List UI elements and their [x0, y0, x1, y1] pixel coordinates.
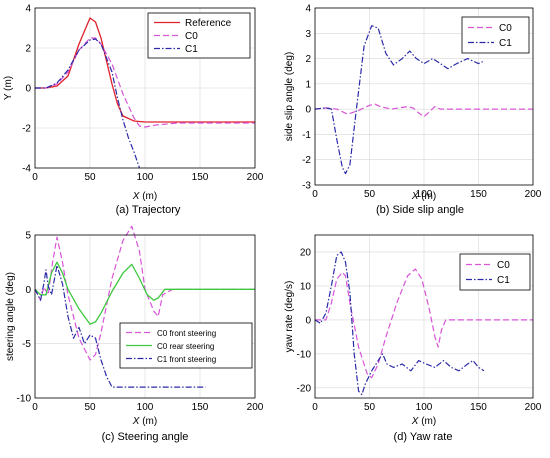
x-tick-label: 150: [192, 172, 209, 183]
x-tick-label: 150: [470, 402, 487, 413]
x-axis-symbol: X: [132, 191, 142, 202]
legend-label: C0: [185, 31, 198, 42]
legend-label: C0: [497, 260, 510, 271]
axes-frame: [314, 234, 534, 399]
y-tick-label: 0: [305, 315, 311, 326]
y-tick-label: -10: [297, 349, 312, 360]
legend-box: [461, 16, 530, 54]
y-tick-label: 0: [25, 84, 31, 95]
axes-frame: [34, 7, 256, 169]
legend-label: C0: [499, 23, 512, 34]
x-tick-label: 100: [416, 189, 433, 200]
series-line-c1: [35, 38, 141, 169]
x-tick-label: 0: [312, 189, 318, 200]
panel-caption: (c) Steering angle: [102, 431, 189, 443]
chart-panel-4: 0 50 100 150 200 -20 -10 0 10 20 X (m) yaw rate (de…: [284, 234, 542, 443]
series-line-c1: [314, 251, 485, 396]
y-tick-label: 2: [25, 44, 31, 55]
x-axis-label: X (m): [411, 416, 436, 427]
y-tick-label: 10: [300, 281, 312, 292]
y-tick-label: 4: [25, 4, 31, 15]
y-axis-label: yaw rate (deg/s): [284, 281, 295, 353]
legend-label: C1: [497, 275, 510, 286]
x-axis-symbol: X: [132, 416, 142, 427]
panel-caption: (a) Trajectory: [116, 204, 181, 216]
x-axis-unit: (m): [142, 416, 157, 427]
x-axis-symbol: X: [411, 416, 421, 427]
y-axis-label: side slip angle (deg): [284, 52, 295, 142]
panel-caption: (d) Yaw rate: [394, 431, 453, 443]
x-tick-label: 50: [364, 402, 376, 413]
axes-frame: [314, 7, 534, 186]
y-tick-label: -5: [22, 339, 31, 350]
y-axis-label: steering angle (deg): [5, 272, 16, 361]
legend-label: Reference: [185, 18, 232, 29]
x-tick-label: 100: [416, 402, 433, 413]
x-tick-label: 50: [84, 402, 96, 413]
x-tick-label: 150: [192, 402, 209, 413]
y-tick-label: 5: [25, 231, 31, 242]
legend-label: C1: [185, 44, 198, 55]
y-tick-label: -20: [297, 383, 312, 394]
legend-label: C1: [499, 38, 512, 49]
y-tick-label: 4: [305, 4, 311, 15]
legend-label: C0 rear steering: [157, 342, 214, 351]
x-tick-label: 0: [32, 172, 38, 183]
x-axis-label: X (m): [132, 416, 157, 427]
x-tick-label: 150: [470, 189, 487, 200]
x-tick-label: 200: [247, 402, 264, 413]
y-tick-label: 0: [25, 285, 31, 296]
x-axis-symbol: X: [411, 191, 421, 202]
legend-label: C0 front steering: [157, 329, 216, 338]
series-line-c0: [35, 37, 255, 128]
y-tick-label: 20: [300, 247, 312, 258]
x-axis-unit: (m): [421, 191, 436, 202]
chart-panel-2: 0 50 100 150 200 -3 -2 -1 0 1 2 3 4 X (m) side slip an…: [284, 4, 542, 217]
legend: Reference C0 C1: [147, 12, 251, 59]
x-tick-label: 200: [525, 189, 542, 200]
panel-caption: (b) Side slip angle: [376, 204, 464, 216]
x-axis-unit: (m): [421, 416, 436, 427]
x-tick-label: 200: [525, 402, 542, 413]
x-tick-label: 0: [312, 402, 318, 413]
x-tick-label: 100: [137, 402, 154, 413]
series-line-c0: [315, 268, 533, 379]
y-tick-label: 3: [305, 29, 311, 40]
series-line-c1-front-steering: [34, 264, 206, 388]
y-tick-label: -1: [302, 130, 311, 141]
legend-box: [459, 253, 531, 291]
y-tick-label: -2: [302, 155, 311, 166]
series-line-reference: [35, 17, 255, 123]
y-tick-label: -4: [22, 164, 31, 175]
series-line-c0: [314, 103, 533, 118]
x-tick-label: 50: [364, 189, 376, 200]
x-tick-label: 0: [32, 402, 38, 413]
y-tick-label: 1: [305, 79, 311, 90]
y-tick-label: -3: [302, 181, 311, 192]
y-tick-label: -10: [17, 394, 32, 405]
legend-box: [147, 12, 251, 59]
series-line-c1: [314, 25, 485, 175]
axes-frame: [34, 234, 256, 399]
x-axis-unit: (m): [142, 191, 157, 202]
series-line-c0-rear-steering: [34, 261, 255, 325]
x-axis-label: X (m): [411, 191, 436, 202]
legend: C0 front steering C0 rear steering C1 fron…: [119, 322, 253, 369]
legend-label: C1 front steering: [157, 355, 216, 364]
x-tick-label: 50: [84, 172, 96, 183]
y-tick-label: -2: [22, 124, 31, 135]
y-tick-label: 2: [305, 54, 311, 65]
x-axis-label: X (m): [132, 191, 157, 202]
x-tick-label: 200: [247, 172, 264, 183]
y-tick-label: 0: [305, 105, 311, 116]
x-tick-label: 100: [137, 172, 154, 183]
y-axis-label: Y (m): [3, 76, 14, 100]
chart-panel-3: 0 50 100 150 200 -10 -5 0 5 X (m) steering angle (…: [5, 225, 264, 443]
chart-panel-1: 0 50 100 150 200 -4 -2 0 2 4 X (m) Y (m) (a) Traject…: [3, 4, 264, 217]
